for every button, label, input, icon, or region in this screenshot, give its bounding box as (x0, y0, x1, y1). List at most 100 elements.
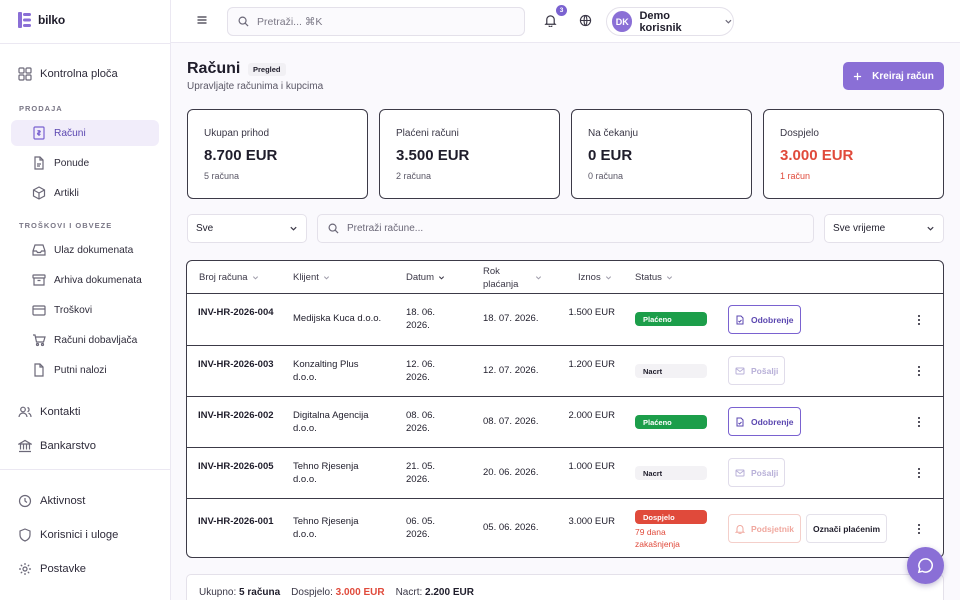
table-row[interactable]: INV-HR-2026-003 Konzalting Plus d.o.o. 1… (187, 345, 943, 396)
sidebar-item-users-roles[interactable]: Korisnici i uloge (18, 528, 118, 542)
invoice-date: 06. 05. 2026. (406, 516, 436, 540)
document-icon (34, 363, 44, 377)
column-header-label: Klijent (293, 272, 319, 283)
stat-value: 8.700 EUR (204, 147, 278, 164)
amount: 1.000 EUR (568, 461, 615, 472)
sidebar-item-label: Kontakti (40, 406, 81, 418)
status-badge: Plaćeno (635, 415, 707, 429)
approve-button[interactable]: Odobrenje (728, 305, 801, 334)
table-row[interactable]: INV-HR-2026-005 Tehno Rjesenja d.o.o. 21… (187, 447, 943, 498)
chat-icon (917, 558, 933, 574)
invoice-number[interactable]: INV-HR-2026-004 (198, 307, 274, 318)
approve-button[interactable]: Odobrenje (728, 407, 801, 436)
client-name: Digitalna Agencija d.o.o. (293, 410, 369, 434)
sidebar-item-label: Korisnici i uloge (40, 529, 119, 541)
summary-value: 5 računa (239, 587, 281, 598)
more-vertical-icon[interactable] (916, 416, 922, 428)
more-vertical-icon[interactable] (916, 365, 922, 377)
sidebar-item-label: Bankarstvo (40, 440, 96, 452)
sidebar-item-expenses[interactable]: Troškovi (32, 303, 92, 317)
section-label-costs: TROŠKOVI I OBVEZE (19, 221, 113, 230)
due-date: 05. 06. 2026. (483, 522, 539, 533)
global-search[interactable] (227, 7, 525, 36)
status-filter-value: Sve (196, 223, 214, 234)
sidebar-item-banking[interactable]: Bankarstvo (18, 439, 96, 453)
sidebar-item-contacts[interactable]: Kontakti (18, 405, 80, 419)
more-vertical-icon[interactable] (916, 523, 922, 535)
sidebar-item-supplier-invoices[interactable]: Računi dobavljača (32, 333, 137, 347)
sidebar-item-settings[interactable]: Postavke (18, 562, 86, 576)
sidebar-item-travel-orders[interactable]: Putni nalozi (32, 363, 107, 377)
document-icon (34, 156, 44, 170)
due-date: 20. 06. 2026. (483, 467, 539, 478)
invoice-search-input[interactable] (347, 223, 787, 234)
view-badge: Pregled (248, 63, 286, 76)
sidebar-item-invoices[interactable]: Računi (32, 126, 86, 140)
mark-paid-button[interactable]: Označi plaćenim (806, 514, 888, 543)
menu-icon[interactable] (196, 14, 208, 26)
bell-icon[interactable] (544, 14, 557, 27)
sidebar-item-document-inbox[interactable]: Ulaz dokumenata (32, 243, 133, 257)
column-header-amount[interactable]: Iznos (578, 261, 612, 294)
mail-icon (735, 367, 745, 374)
invoice-number[interactable]: INV-HR-2026-005 (198, 461, 274, 472)
globe-icon[interactable] (579, 14, 592, 27)
client-name: Medijska Kuca d.o.o. (293, 313, 382, 324)
overdue-note: 79 dana zakašnjenja (635, 527, 680, 549)
sidebar-item-activity[interactable]: Aktivnost (18, 494, 85, 508)
reminder-button[interactable]: Podsjetnik (728, 514, 801, 543)
column-header-number[interactable]: Broj računa (199, 261, 259, 294)
sidebar-item-dashboard[interactable]: Kontrolna ploča (18, 67, 118, 81)
column-header-status[interactable]: Status (635, 261, 673, 294)
sidebar-item-offers[interactable]: Ponude (32, 156, 89, 170)
action-label: Odobrenje (751, 314, 794, 325)
action-label: Označi plaćenim (813, 523, 881, 534)
send-button[interactable]: Pošalji (728, 458, 786, 487)
summary-value: 3.000 EUR (335, 587, 385, 598)
send-button[interactable]: Pošalji (728, 356, 786, 385)
search-icon (328, 223, 339, 234)
invoice-number[interactable]: INV-HR-2026-003 (198, 359, 274, 370)
sidebar-item-label: Arhiva dokumenata (54, 274, 142, 286)
sidebar-item-items[interactable]: Artikli (32, 186, 79, 200)
sidebar-item-label: Troškovi (54, 304, 93, 316)
app-name: bilko (38, 13, 66, 27)
column-header-client[interactable]: Klijent (293, 261, 330, 294)
status-filter-select[interactable]: Sve (187, 214, 307, 243)
create-invoice-label: Kreiraj račun (872, 70, 934, 82)
client-name: Konzalting Plus d.o.o. (293, 359, 359, 383)
stat-label: Dospjelo (780, 128, 819, 139)
table-row[interactable]: INV-HR-2026-002 Digitalna Agencija d.o.o… (187, 396, 943, 447)
column-header-date[interactable]: Datum (406, 261, 445, 294)
stat-value: 0 EUR (588, 147, 633, 164)
action-label: Pošalji (751, 365, 779, 376)
more-vertical-icon[interactable] (916, 467, 922, 479)
period-filter-select[interactable]: Sve vrijeme (824, 214, 944, 243)
sort-icon (323, 276, 329, 280)
app-logo[interactable]: bilko (18, 12, 65, 28)
status-badge: Dospjelo (635, 510, 707, 524)
invoice-number[interactable]: INV-HR-2026-001 (198, 516, 274, 527)
notification-badge: 3 (556, 5, 567, 16)
action-label: Podsjetnik (751, 523, 794, 534)
sidebar-item-label: Postavke (40, 563, 87, 575)
column-header-due-date[interactable]: Rok plaćanja (483, 261, 547, 294)
invoice-search[interactable] (317, 214, 814, 243)
invoice-number[interactable]: INV-HR-2026-002 (198, 410, 274, 421)
more-vertical-icon[interactable] (916, 314, 922, 326)
table-row[interactable]: INV-HR-2026-004 Medijska Kuca d.o.o. 18.… (187, 293, 943, 345)
sort-icon (252, 276, 258, 280)
table-row[interactable]: INV-HR-2026-001 Tehno Rjesenja d.o.o. 06… (187, 498, 943, 557)
stat-card-paid: Plaćeni računi 3.500 EUR 2 računa (379, 109, 560, 199)
sidebar-item-document-archive[interactable]: Arhiva dokumenata (32, 273, 142, 287)
status-badge: Nacrt (635, 364, 707, 378)
chat-button[interactable] (907, 547, 944, 584)
column-header-label: Broj računa (199, 272, 248, 283)
invoice-date: 21. 05. 2026. (406, 461, 436, 485)
summary-overdue: Dospjelo: 3.000 EUR (291, 587, 384, 598)
user-menu[interactable]: DK Demo korisnik (606, 7, 734, 36)
create-invoice-button[interactable]: Kreiraj račun (843, 62, 944, 90)
action-label: Pošalji (751, 467, 779, 478)
summary-label: Nacrt: (395, 587, 423, 598)
global-search-input[interactable] (257, 15, 497, 28)
